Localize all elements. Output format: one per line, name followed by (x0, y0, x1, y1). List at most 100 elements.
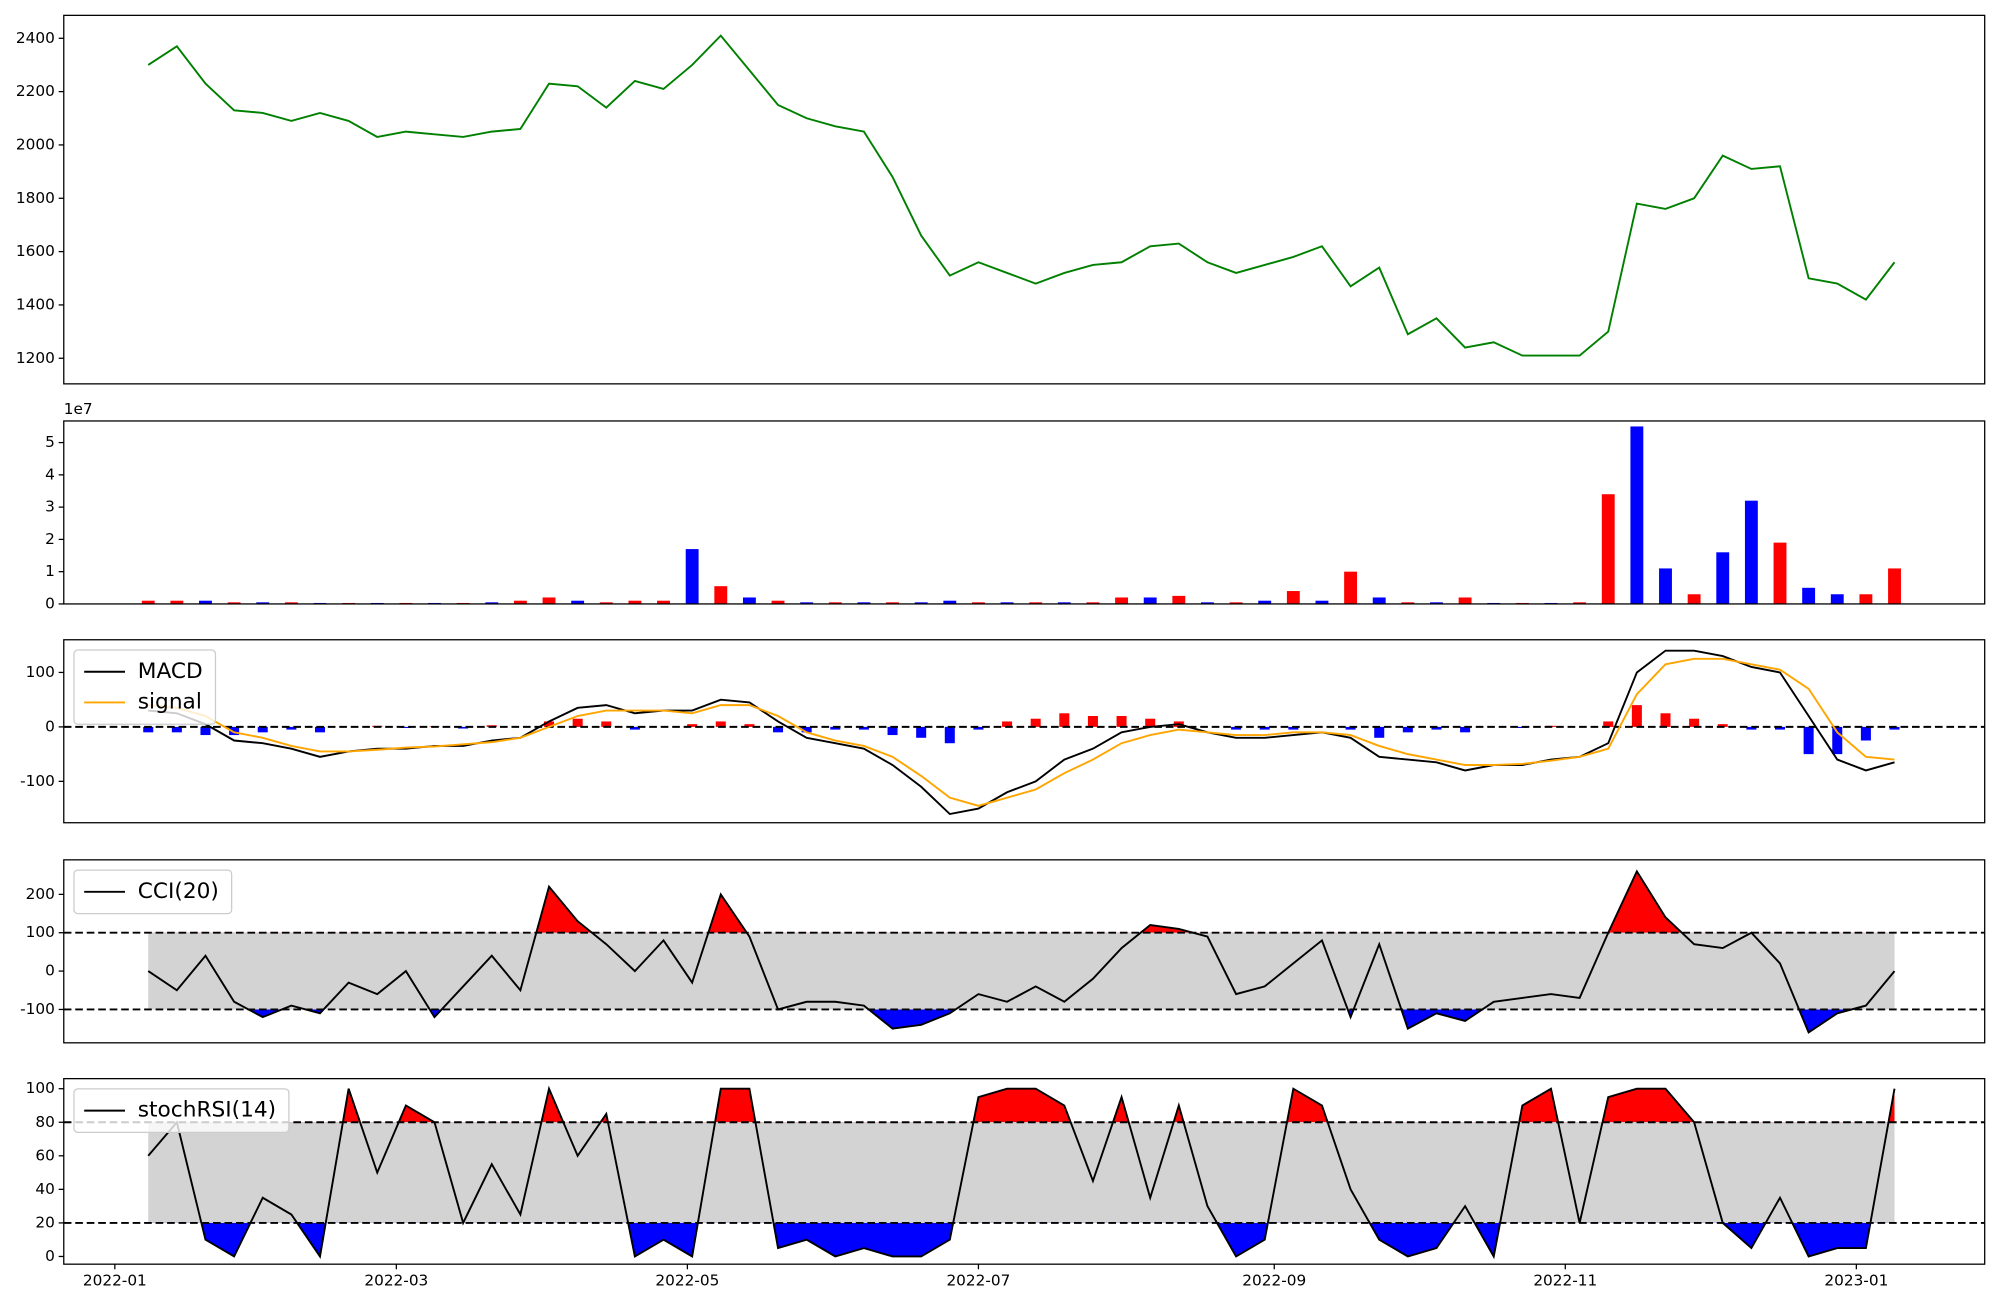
bar (1458, 597, 1472, 604)
y-tick-label: 2200 (16, 82, 55, 100)
bar (227, 602, 241, 604)
histogram-bar (1402, 726, 1413, 733)
bar (1859, 594, 1873, 604)
histogram-bar (1717, 724, 1728, 727)
bar (1029, 602, 1043, 604)
y-tick-label: 200 (26, 885, 55, 903)
histogram-bar (1030, 718, 1041, 727)
bar (714, 586, 728, 604)
plot-area (141, 426, 1901, 604)
bar (513, 600, 527, 604)
y-tick-label: 0 (45, 1247, 55, 1265)
axes-frame (63, 14, 1986, 385)
histogram-bar (1374, 726, 1385, 738)
axes-frame (63, 859, 1986, 1044)
plot-area (63, 649, 1985, 816)
bar (1172, 595, 1186, 604)
bar (1401, 602, 1415, 604)
bar (1372, 597, 1386, 604)
bar (1744, 500, 1758, 604)
bar (256, 602, 270, 604)
bar (771, 600, 785, 604)
bar (1773, 542, 1787, 604)
y-tick-label: 1 (45, 562, 55, 580)
bar (1086, 602, 1100, 604)
histogram-bar (1345, 726, 1356, 730)
bar (886, 602, 899, 604)
bar (1229, 602, 1243, 604)
histogram-bar (629, 726, 640, 730)
bar (1315, 600, 1329, 604)
y-tick-label: 2000 (16, 135, 55, 153)
plot-area (63, 1085, 1985, 1260)
histogram-bar (572, 718, 583, 727)
histogram-bar (1689, 718, 1700, 727)
y-tick-label: 2 (45, 530, 55, 548)
bar (599, 602, 613, 604)
histogram-bar (1832, 726, 1843, 755)
histogram-bar (744, 724, 755, 727)
histogram-bar (858, 726, 869, 730)
bar (1000, 602, 1014, 604)
histogram-bar (887, 726, 898, 736)
legend-label: MACD (138, 659, 203, 684)
axes-frame (63, 1078, 1986, 1265)
y-tick-label: 100 (26, 923, 55, 941)
bar (1115, 597, 1129, 604)
series-line (148, 649, 1895, 816)
x-tick-label: 2022-07 (946, 1271, 1010, 1289)
histogram-bar (1460, 726, 1471, 733)
plot-area (147, 34, 1896, 357)
series-line (147, 1085, 1896, 1260)
histogram-bar (229, 726, 240, 736)
bar (1630, 426, 1644, 604)
bar (1344, 571, 1358, 604)
legend-box (73, 869, 233, 915)
bar (284, 602, 298, 604)
histogram-bar (601, 721, 612, 727)
bar (685, 549, 699, 604)
histogram-bar (544, 721, 555, 727)
histogram-bar (143, 726, 154, 733)
histogram-bar (801, 726, 812, 733)
histogram-bar (1774, 726, 1786, 730)
histogram-bar (1002, 721, 1013, 727)
y-tick-label: 1200 (16, 349, 55, 367)
x-tick-label: 2023-01 (1824, 1271, 1888, 1289)
x-tick-label: 2022-01 (83, 1271, 147, 1289)
y-tick-label: 0 (45, 717, 55, 735)
histogram-bar (458, 726, 469, 729)
bar (657, 600, 670, 604)
bar (1888, 568, 1901, 604)
below-fill (148, 1222, 1895, 1257)
bar (828, 602, 842, 604)
bar (1286, 591, 1300, 604)
histogram-bar (1746, 726, 1757, 730)
histogram-bar (715, 721, 726, 727)
bar (1258, 600, 1272, 604)
legend-box (73, 649, 217, 725)
bar (1601, 494, 1615, 604)
bar (1716, 552, 1730, 604)
histogram-bar (1059, 713, 1070, 727)
histogram-bar (1231, 726, 1242, 730)
x-tick-label: 2022-11 (1533, 1271, 1597, 1289)
histogram-bar (1431, 726, 1442, 730)
legend-box (73, 1088, 290, 1134)
plot-area (63, 869, 1985, 1034)
series-line (147, 869, 1896, 1034)
legend-label: signal (138, 689, 202, 714)
neutral-band (148, 1122, 1895, 1223)
bar (542, 597, 556, 604)
histogram-bar (1889, 726, 1900, 730)
bar (571, 600, 585, 604)
below-fill (248, 1009, 1852, 1033)
histogram-bar (1288, 726, 1299, 730)
bar (1573, 602, 1587, 604)
x-tick-label: 2022-09 (1242, 1271, 1306, 1289)
y-tick-label: 3 (45, 498, 55, 516)
bar (141, 600, 155, 604)
y-tick-label: 0 (45, 962, 55, 980)
